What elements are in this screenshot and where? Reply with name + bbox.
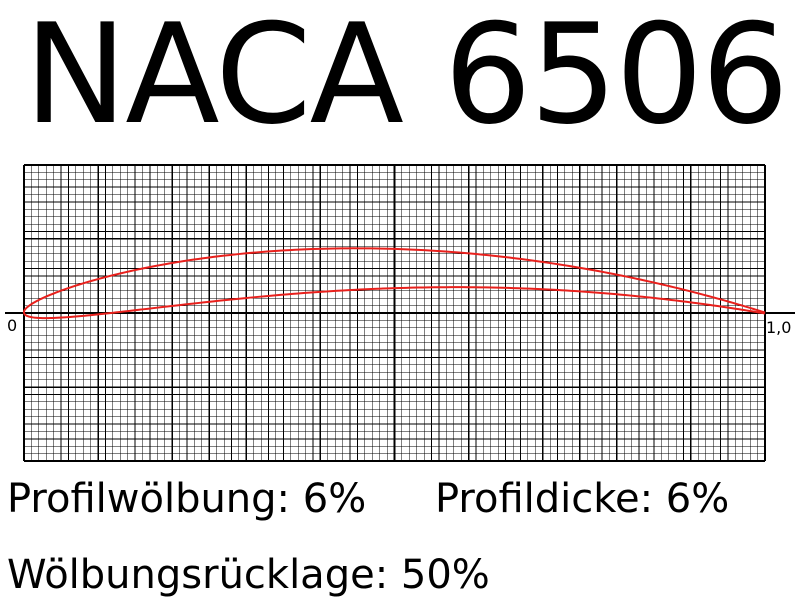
profile-upper-surface bbox=[22, 247, 766, 314]
profile-lower-surface bbox=[23, 286, 766, 320]
camber-label: Profilwölbung: 6% bbox=[7, 476, 367, 522]
axis-label-zero: 0 bbox=[7, 316, 18, 335]
axis-label-one: 1,0 bbox=[766, 318, 792, 337]
thickness-label: Profildicke: 6% bbox=[435, 476, 730, 522]
page-title: NACA 6506 bbox=[24, 0, 789, 155]
camber-position-label: Wölbungsrücklage: 50% bbox=[7, 552, 490, 598]
